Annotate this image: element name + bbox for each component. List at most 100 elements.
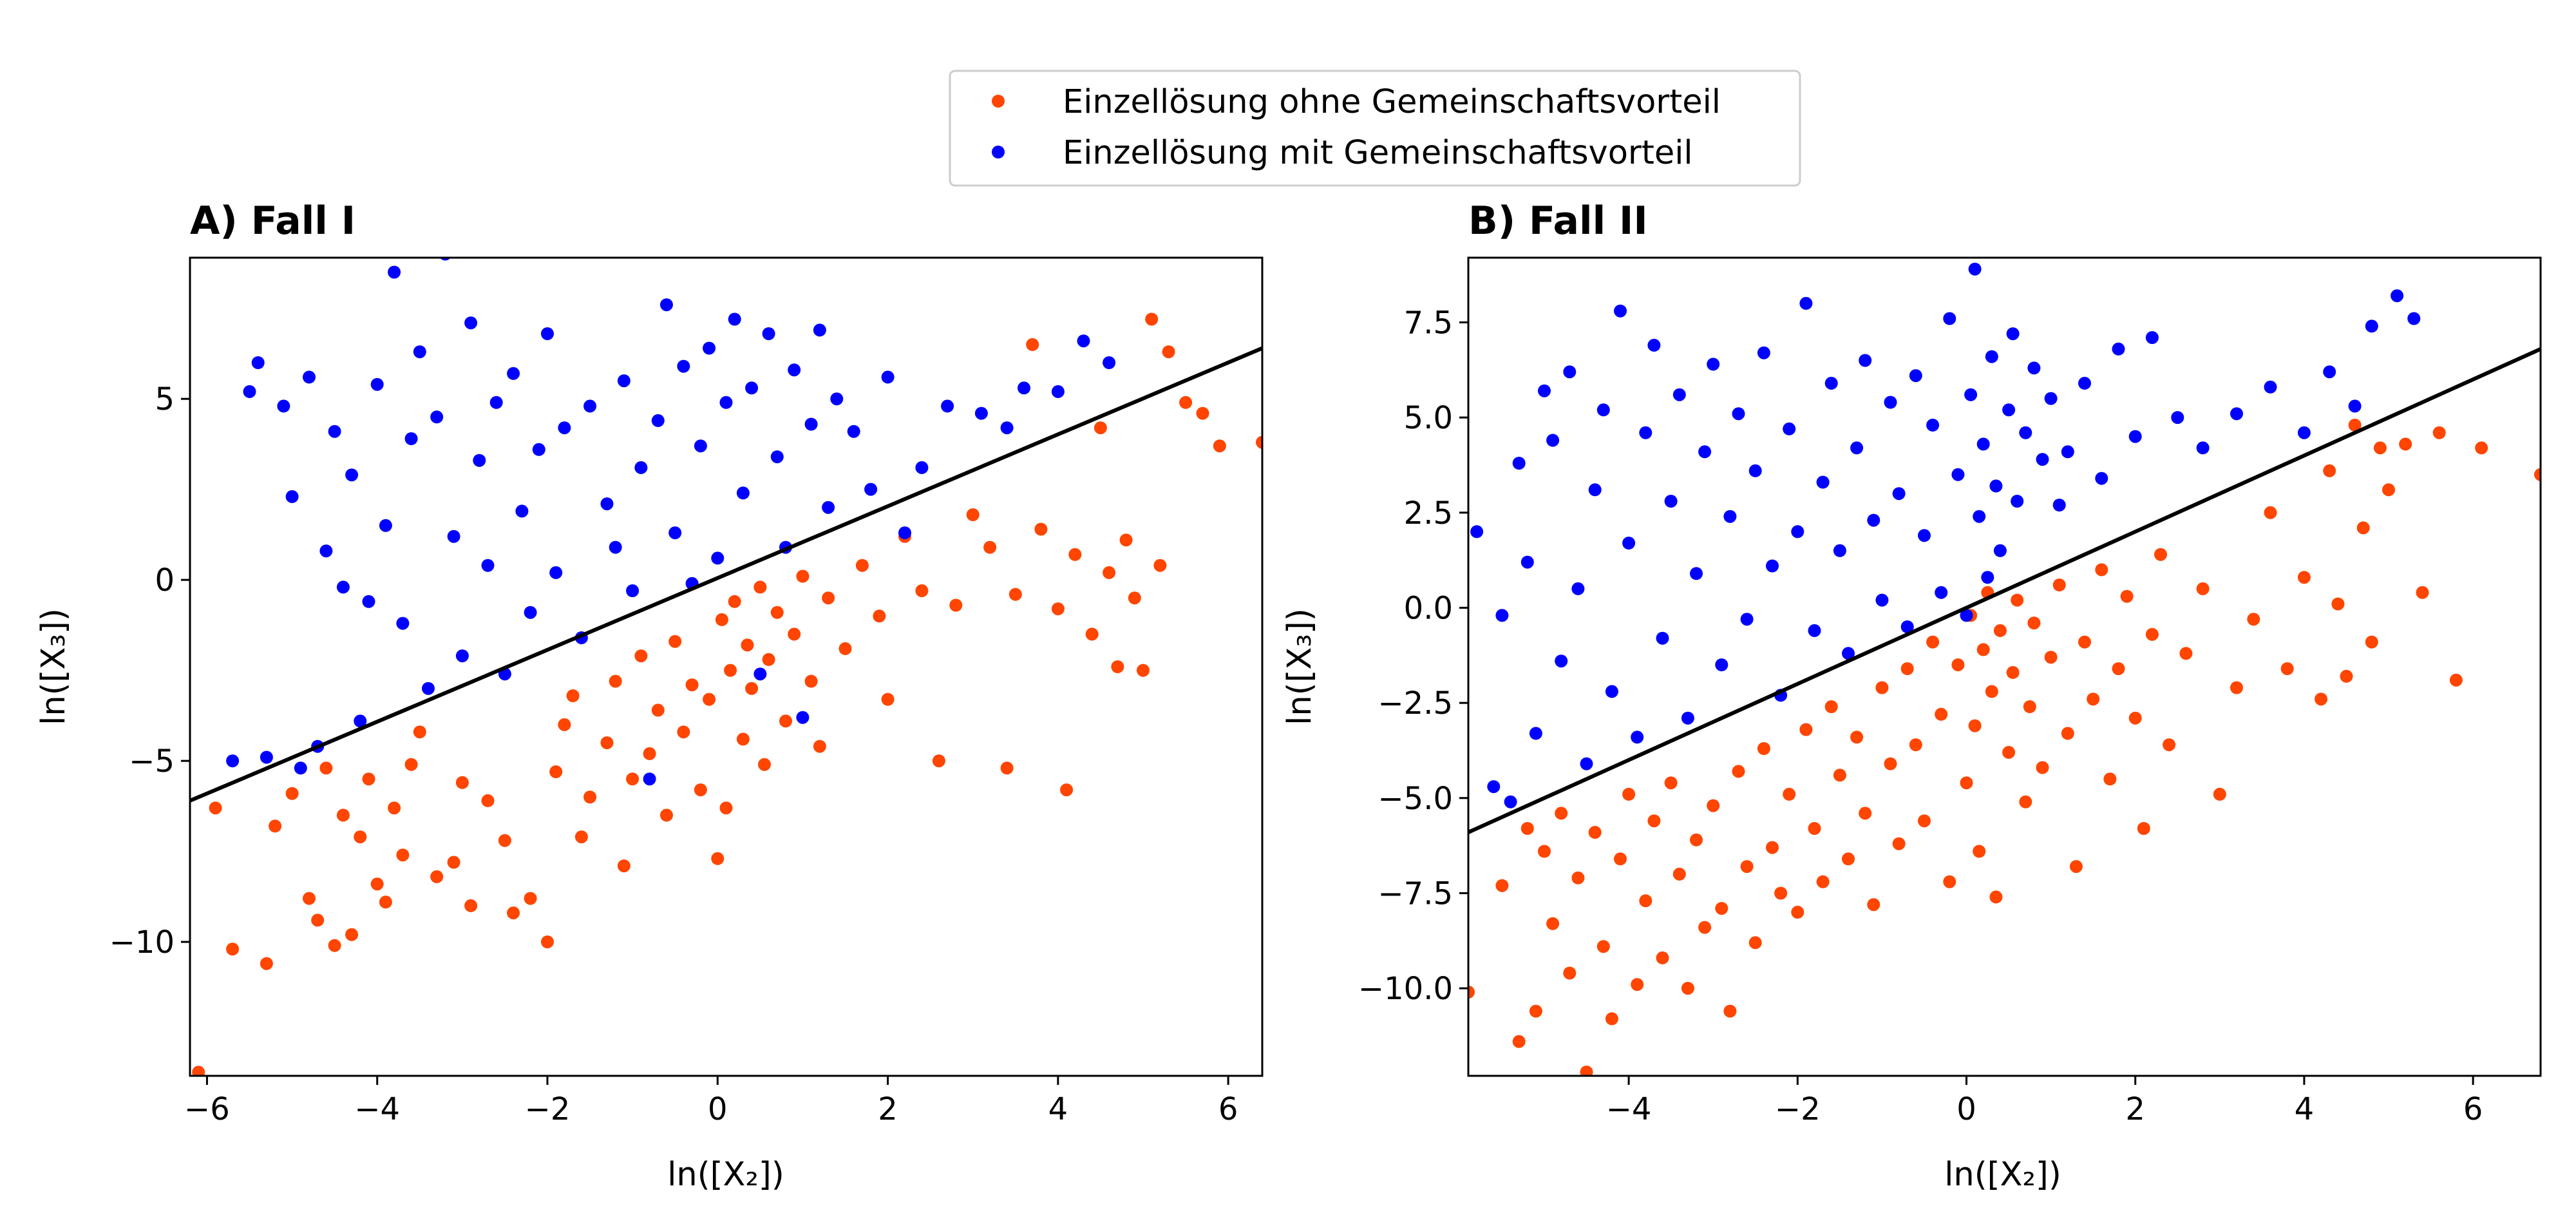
point-orange bbox=[1647, 814, 1661, 828]
point-blue bbox=[396, 617, 410, 630]
point-orange bbox=[192, 1066, 205, 1076]
point-blue bbox=[788, 363, 801, 377]
point-blue bbox=[1985, 350, 1998, 363]
point-blue bbox=[1993, 544, 2007, 557]
point-blue bbox=[507, 367, 520, 380]
legend-label-blue: Einzellösung mit Gemeinschaftsvorteil bbox=[1063, 134, 1693, 172]
point-blue bbox=[634, 461, 648, 474]
point-orange bbox=[1698, 921, 1712, 934]
point-orange bbox=[1766, 841, 1779, 854]
point-blue bbox=[1926, 418, 1940, 432]
point-orange bbox=[1748, 936, 1762, 950]
point-orange bbox=[1757, 742, 1770, 755]
panel-title-fall-2: B) Fall II bbox=[1468, 198, 1648, 244]
point-blue bbox=[1690, 567, 1703, 580]
point-blue bbox=[1563, 365, 1577, 379]
point-blue bbox=[1808, 624, 1821, 637]
point-blue bbox=[609, 540, 622, 554]
point-orange bbox=[617, 859, 630, 873]
point-orange bbox=[524, 892, 537, 905]
point-orange bbox=[770, 606, 784, 619]
point-orange bbox=[2120, 589, 2134, 603]
point-orange bbox=[2179, 647, 2193, 660]
point-orange bbox=[1468, 986, 1475, 999]
point-orange bbox=[354, 830, 367, 844]
point-orange bbox=[1842, 852, 1855, 866]
x-tick-label: 6 bbox=[2463, 1091, 2483, 1127]
point-blue bbox=[473, 454, 486, 467]
point-orange bbox=[1085, 627, 1099, 641]
y-tick-label: −2.5 bbox=[1378, 685, 1453, 722]
point-blue bbox=[354, 714, 367, 728]
point-orange bbox=[1892, 837, 1906, 850]
point-orange bbox=[2011, 593, 2024, 607]
x-tick-label: 4 bbox=[1048, 1091, 1068, 1127]
y-tick-label: −5 bbox=[129, 743, 175, 779]
point-blue bbox=[2297, 426, 2311, 439]
point-blue bbox=[600, 497, 614, 511]
point-orange bbox=[1884, 757, 1897, 770]
point-orange bbox=[753, 580, 767, 594]
point-orange bbox=[1943, 875, 1956, 888]
x-axis-label-fall-2: ln([X₂]) bbox=[1944, 1156, 2061, 1194]
panel-fall-2-ticks: −4 −2 0 2 4 6 −10.0 −7.5 −5.0 −2.5 0.0 2.5 5.0 7.5 bbox=[1358, 305, 2483, 1127]
scatter-points bbox=[192, 258, 1262, 1076]
point-orange bbox=[1051, 602, 1065, 616]
point-blue bbox=[1588, 483, 1602, 497]
point-blue bbox=[881, 370, 895, 384]
point-orange bbox=[724, 664, 737, 677]
point-orange bbox=[1520, 822, 1534, 835]
point-blue bbox=[1766, 559, 1779, 573]
point-orange bbox=[1614, 852, 1627, 866]
point-blue bbox=[830, 392, 844, 406]
point-orange bbox=[643, 747, 656, 760]
point-orange bbox=[2095, 563, 2108, 577]
point-blue bbox=[2348, 399, 2362, 413]
point-blue bbox=[1791, 525, 1804, 539]
point-blue bbox=[762, 327, 775, 340]
point-blue bbox=[898, 526, 911, 540]
point-orange bbox=[2019, 795, 2032, 808]
point-blue bbox=[617, 374, 630, 388]
point-blue bbox=[711, 551, 724, 565]
point-blue bbox=[1989, 479, 2003, 493]
point-orange bbox=[715, 613, 728, 626]
point-blue bbox=[455, 649, 469, 663]
point-orange bbox=[949, 598, 963, 612]
point-blue bbox=[1103, 356, 1116, 369]
point-blue bbox=[336, 580, 350, 594]
point-orange bbox=[1622, 787, 1636, 801]
point-orange bbox=[566, 689, 580, 702]
panel-fall-2: B) Fall II −4 −2 0 2 4 6 −10.0 −7.5 −5.0 −2.5 0.0 2… bbox=[1281, 198, 2542, 1194]
point-orange bbox=[1111, 660, 1124, 673]
point-blue bbox=[1859, 354, 1872, 367]
point-orange bbox=[2432, 426, 2446, 439]
point-blue bbox=[388, 265, 401, 279]
point-orange bbox=[1026, 338, 1039, 351]
point-blue bbox=[2323, 365, 2336, 379]
point-orange bbox=[609, 674, 622, 688]
point-blue bbox=[1656, 631, 1669, 645]
point-blue bbox=[2036, 453, 2049, 466]
point-orange bbox=[1900, 662, 1914, 675]
point-blue bbox=[847, 425, 860, 438]
point-orange bbox=[2382, 483, 2395, 497]
point-orange bbox=[2264, 506, 2277, 519]
point-blue bbox=[1051, 385, 1065, 398]
point-blue bbox=[370, 378, 384, 391]
point-blue bbox=[1555, 655, 1568, 668]
point-orange bbox=[2323, 464, 2336, 477]
point-orange bbox=[1094, 421, 1107, 435]
point-blue bbox=[651, 414, 665, 427]
point-orange bbox=[541, 935, 554, 949]
point-orange bbox=[788, 627, 801, 641]
point-orange bbox=[1799, 723, 1813, 736]
legend: Einzellösung ohne Gemeinschaftsvorteil E… bbox=[949, 70, 1801, 187]
point-blue bbox=[1672, 388, 1686, 401]
point-blue bbox=[770, 450, 784, 464]
point-orange bbox=[796, 569, 810, 583]
point-blue bbox=[2006, 327, 2020, 341]
point-blue bbox=[2044, 392, 2058, 405]
point-blue bbox=[558, 421, 571, 435]
point-blue bbox=[660, 298, 673, 312]
